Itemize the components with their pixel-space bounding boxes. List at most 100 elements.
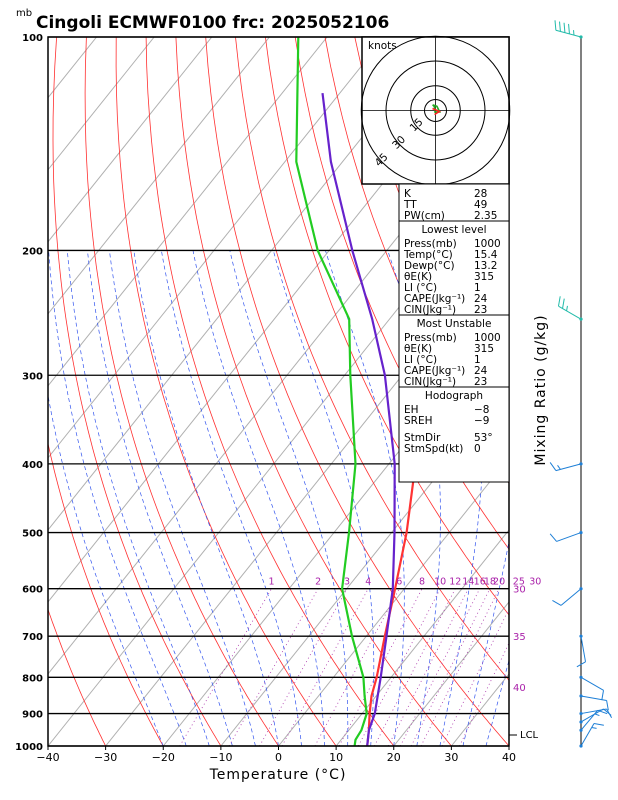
wind-barb-dot [579, 317, 583, 321]
index-label: SREH [404, 415, 433, 427]
index-label: TT [403, 199, 417, 211]
wind-barb [580, 708, 607, 715]
index-label: Temp(°C) [403, 249, 453, 261]
wind-barb [556, 532, 582, 542]
index-label: CIN(Jkg⁻¹) [404, 304, 456, 316]
moist-adiabat-line [133, 250, 279, 746]
theta-e-label: 30 [513, 585, 526, 596]
panel-header: Lowest level [421, 224, 486, 236]
index-label: EH [404, 404, 419, 416]
wind-barb-dot [579, 694, 583, 698]
temperature-tick-label: −40 [36, 751, 59, 764]
index-value: 28 [474, 188, 487, 200]
isotherm-line [48, 37, 443, 531]
wind-barb-dot [579, 720, 583, 724]
mixing-ratio-line [399, 588, 481, 746]
mixing-ratio-line [410, 588, 491, 746]
wind-barb-half-flag [557, 464, 561, 470]
hodograph-trace [432, 104, 441, 113]
index-label: Dewp(°C) [404, 260, 455, 272]
moist-adiabat-line [272, 250, 375, 746]
hodograph-units: knots [368, 40, 397, 52]
index-value: 24 [474, 365, 488, 377]
mixing-ratio-label: 12 [449, 577, 461, 588]
pressure-tick-label: 300 [22, 371, 43, 382]
mixing-ratio-label: 8 [419, 577, 425, 588]
moist-adiabat-line [508, 744, 509, 746]
dry-adiabat-line [294, 37, 509, 550]
profile-dewpoint-line [295, 37, 368, 746]
index-label: Press(mb) [404, 238, 457, 250]
wind-barb-flag [557, 296, 561, 307]
wind-barb-dot [579, 744, 583, 748]
pressure-tick-label: 700 [22, 632, 43, 643]
mixing-ratio-label: 30 [529, 577, 541, 588]
isotherm-line [278, 457, 509, 746]
mixing-ratio-line [441, 607, 509, 746]
mixing-ratio-line [314, 588, 400, 746]
dry-adiabat-line [84, 37, 279, 746]
mixing-ratio-line [357, 588, 441, 746]
mixing-ratio-label: 14 [462, 577, 474, 588]
index-value: 53° [474, 432, 493, 444]
index-value: −8 [474, 404, 489, 416]
temperature-tick-label: 30 [444, 751, 458, 764]
index-value: 23 [474, 376, 487, 388]
index-value: 1 [474, 354, 481, 366]
index-label: LI (°C) [404, 354, 437, 366]
pressure-tick-label: 900 [22, 710, 43, 721]
wind-barb [560, 588, 582, 606]
dry-adiabat-line [48, 608, 106, 746]
mixing-ratio-label: 16 [474, 577, 486, 588]
index-label: K [404, 188, 412, 200]
mixing-ratio-label: 3 [344, 577, 350, 588]
wind-barb-flag [593, 722, 604, 726]
dry-adiabat-line [265, 37, 509, 616]
dry-adiabat-line [594, 37, 618, 746]
isotherm-line [48, 37, 386, 459]
wind-barb-dot [579, 728, 583, 732]
wind-barb-flag [549, 533, 557, 542]
dry-adiabat-line [205, 37, 509, 746]
index-value: 1000 [474, 332, 501, 344]
hodograph-trace-recent [432, 107, 442, 116]
pressure-tick-label: 800 [22, 673, 43, 684]
wind-barb-flag [576, 661, 586, 668]
wind-barb-dot [579, 634, 583, 638]
temperature-tick-label: 10 [329, 751, 343, 764]
index-value: −9 [474, 415, 489, 427]
wind-barb-flag [554, 20, 557, 31]
index-value: 0 [474, 443, 481, 455]
index-value: 315 [474, 343, 494, 355]
dry-adiabat-line [145, 37, 395, 746]
index-value: 315 [474, 271, 494, 283]
dry-adiabat-line [175, 37, 452, 746]
mixing-ratio-label: 1 [268, 577, 274, 588]
wind-barb-column [549, 20, 613, 748]
wind-barb-flag [563, 22, 566, 33]
wind-barb-flag [606, 708, 613, 718]
index-label: θE(K) [404, 271, 432, 283]
lcl-label: LCL [520, 730, 539, 741]
index-label: LI (°C) [404, 282, 437, 294]
index-value: 1 [474, 282, 481, 294]
index-label: θE(K) [404, 343, 432, 355]
wind-barb-flag [552, 599, 562, 606]
moist-adiabat-line [87, 250, 233, 746]
dry-adiabat-line [48, 442, 164, 746]
index-label: PW(cm) [404, 210, 445, 222]
temperature-tick-label: −10 [209, 751, 232, 764]
isotherm-line [48, 168, 509, 746]
moist-adiabat-line [387, 250, 441, 746]
index-value: 24 [474, 293, 488, 305]
isotherm-line [48, 37, 270, 315]
index-label: StmDir [404, 432, 441, 444]
mixing-ratio-label: 4 [365, 577, 371, 588]
mixing-ratio-label: 20 [493, 577, 505, 588]
temperature-tick-label: −20 [152, 751, 175, 764]
temperature-tick-label: 40 [502, 751, 516, 764]
wind-barb [580, 723, 595, 747]
mixing-ratio-label: 6 [396, 577, 402, 588]
wind-barb [580, 636, 587, 662]
